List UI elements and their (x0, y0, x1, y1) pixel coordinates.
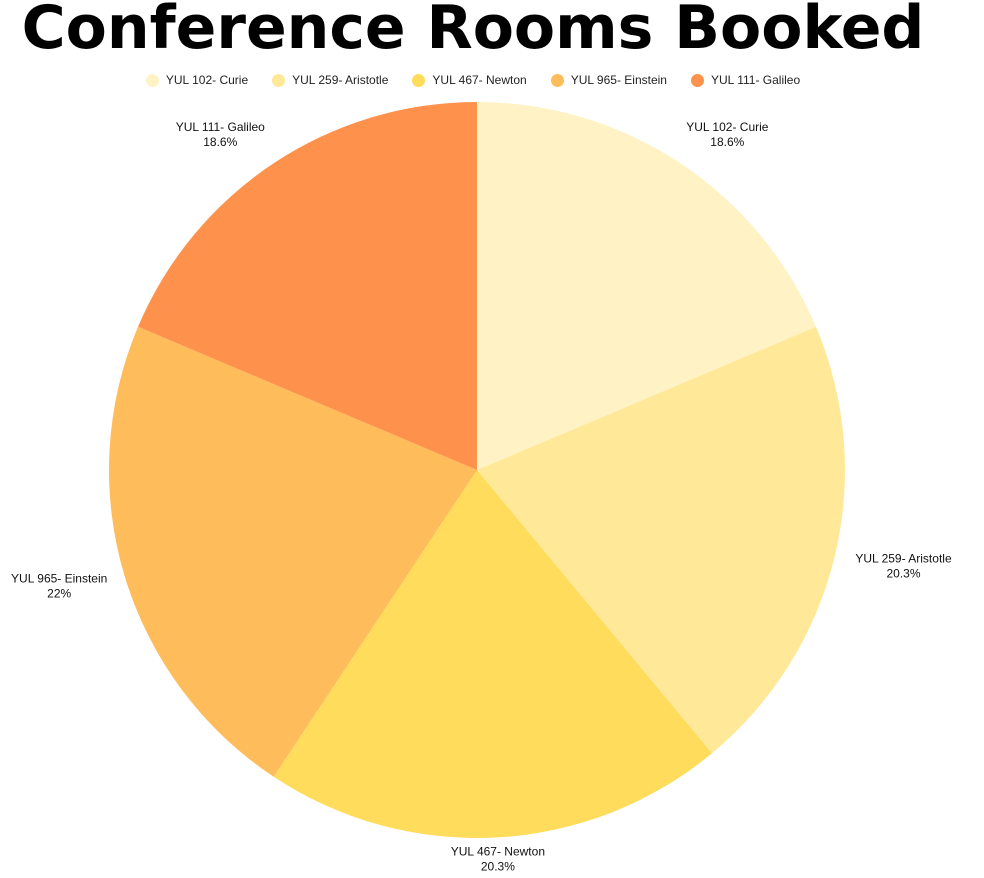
pie-slice[interactable] (273, 470, 712, 838)
slice-label: YUL 467- Newton 20.3% (451, 844, 545, 873)
legend-item-curie[interactable]: YUL 102- Curie (145, 73, 249, 87)
legend-swatch (690, 73, 704, 87)
legend-item-galileo[interactable]: YUL 111- Galileo (690, 73, 801, 87)
slice-labels: YUL 102- Curie 18.6%YUL 259- Aristotle 20.… (11, 120, 952, 873)
slice-label-name: YUL 467- Newton (451, 844, 545, 858)
pie-slice[interactable] (138, 102, 477, 470)
slice-label-percent: 22% (47, 587, 71, 601)
legend-swatch (550, 73, 564, 87)
legend-item-einstein[interactable]: YUL 965- Einstein (550, 73, 667, 87)
slice-label-percent: 20.3% (481, 859, 515, 873)
slice-label-percent: 20.3% (886, 566, 920, 580)
slice-label-percent: 18.6% (203, 135, 237, 149)
slice-label-name: YUL 965- Einstein (11, 572, 107, 586)
pie-slice[interactable] (477, 326, 846, 754)
legend-label: YUL 965- Einstein (570, 73, 667, 87)
legend-label: YUL 259- Aristotle (292, 73, 389, 87)
slice-label: YUL 259- Aristotle 20.3% (855, 551, 952, 580)
pie-slice[interactable] (108, 326, 478, 777)
slice-label-name: YUL 111- Galileo (176, 120, 265, 134)
legend-item-newton[interactable]: YUL 467- Newton (412, 73, 527, 87)
legend: YUL 102- Curie YUL 259- Aristotle YUL 46… (0, 70, 946, 90)
legend-label: YUL 102- Curie (165, 73, 249, 87)
legend-label: YUL 467- Newton (432, 73, 527, 87)
slice-label-name: YUL 259- Aristotle (855, 551, 952, 565)
slice-label-name: YUL 102- Curie (686, 120, 769, 134)
slice-label: YUL 102- Curie 18.6% (686, 120, 769, 149)
legend-swatch (272, 73, 286, 87)
pie-slice[interactable] (477, 102, 816, 470)
slice-label: YUL 965- Einstein 22% (11, 572, 107, 601)
legend-label: YUL 111- Galileo (710, 73, 801, 87)
slice-label-percent: 18.6% (710, 135, 744, 149)
legend-swatch (145, 73, 159, 87)
chart-title: Conference Rooms Booked (21, 0, 925, 63)
slice-label: YUL 111- Galileo 18.6% (176, 120, 265, 149)
legend-item-aristotle[interactable]: YUL 259- Aristotle (272, 73, 388, 87)
legend-swatch (412, 73, 426, 87)
